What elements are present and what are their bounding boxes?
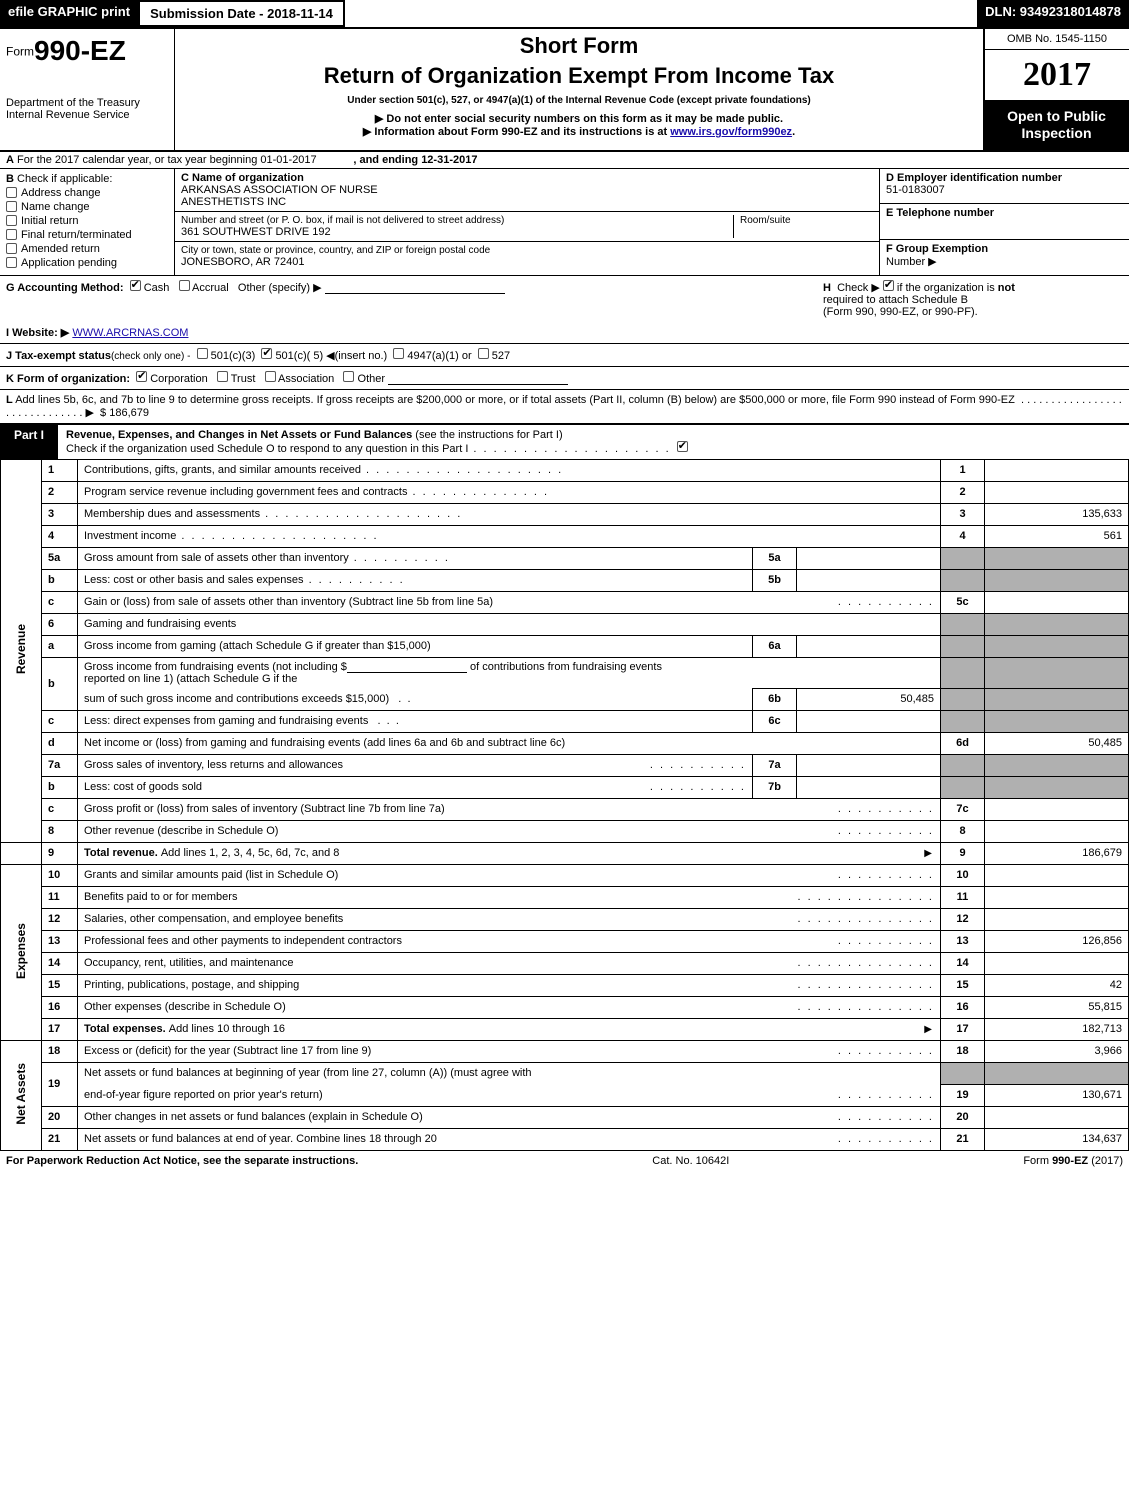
chk-4947[interactable] [393,348,404,359]
section-f-group: F Group Exemption Number ▶ [880,240,1129,275]
form-id-block: Form990-EZ Department of the Treasury In… [0,29,175,150]
chk-name-change[interactable] [6,201,17,212]
section-j: J Tax-exempt status(check only one) - 50… [6,348,1123,362]
form-ref: Form 990-EZ (2017) [1023,1155,1123,1167]
part-i-table: Revenue 1 Contributions, gifts, grants, … [0,459,1129,1151]
chk-accrual[interactable] [179,280,190,291]
chk-trust[interactable] [217,371,228,382]
section-c-room: Room/suite [733,215,873,238]
section-c-city: City or town, state or province, country… [181,245,873,268]
page-footer: For Paperwork Reduction Act Notice, see … [0,1151,1129,1171]
return-title: Return of Organization Exempt From Incom… [185,63,973,89]
section-h: H Check ▶ if the organization is not req… [823,280,1123,318]
short-form: Short Form [185,33,973,59]
paperwork-notice: For Paperwork Reduction Act Notice, see … [6,1155,358,1167]
chk-initial-return[interactable] [6,215,17,226]
part-i-label: Part I [0,424,58,459]
chk-501c3[interactable] [197,348,208,359]
no-ssn: ▶ Do not enter social security numbers o… [185,112,973,125]
section-b: B Check if applicable: Address change Na… [0,169,175,275]
chk-schedule-o[interactable] [677,441,688,452]
chk-h[interactable] [883,280,894,291]
form-number: 990-EZ [34,35,126,66]
dln: DLN: 93492318014878 [977,0,1129,27]
website-link[interactable]: WWW.ARCRNAS.COM [72,327,188,339]
submission-date: Submission Date - 2018-11-14 [138,0,345,27]
cat-no: Cat. No. 10642I [652,1155,729,1167]
section-c-name: C Name of organization ARKANSAS ASSOCIAT… [181,172,873,208]
chk-application-pending[interactable] [6,257,17,268]
section-e-phone: E Telephone number [880,204,1129,240]
open-to-public: Open to Public Inspection [984,100,1129,150]
revenue-side-label: Revenue [1,459,42,842]
topbar: efile GRAPHIC print Submission Date - 20… [0,0,1129,29]
net-assets-side-label: Net Assets [1,1040,42,1150]
form-prefix: Form [6,44,34,58]
section-c-street: Number and street (or P. O. box, if mail… [181,215,727,238]
section-l: L Add lines 5b, 6c, and 7b to line 9 to … [6,394,1123,419]
tax-year: 2017 [984,50,1129,100]
chk-corporation[interactable] [136,371,147,382]
section-k: K Form of organization: Corporation Trus… [6,371,1123,385]
expenses-side-label: Expenses [1,864,42,1040]
chk-cash[interactable] [130,280,141,291]
omb-number: OMB No. 1545-1150 [984,29,1129,50]
chk-association[interactable] [265,371,276,382]
part-i-desc: Revenue, Expenses, and Changes in Net As… [58,424,1129,459]
irs: Internal Revenue Service [6,109,168,121]
info-line: ▶ Information about Form 990-EZ and its … [185,125,973,138]
section-g: G Accounting Method: Cash Accrual Other … [6,280,823,294]
section-a: A For the 2017 calendar year, or tax yea… [0,152,1129,169]
dept-treasury: Department of the Treasury [6,97,168,109]
header-title-block: Short Form Return of Organization Exempt… [175,29,984,150]
chk-amended-return[interactable] [6,243,17,254]
chk-527[interactable] [478,348,489,359]
efile-graphic-print: efile GRAPHIC print [0,0,138,27]
under-section: Under section 501(c), 527, or 4947(a)(1)… [185,95,973,106]
chk-final-return[interactable] [6,229,17,240]
section-d-ein: D Employer identification number 51-0183… [880,169,1129,205]
form990ez-link[interactable]: www.irs.gov/form990ez [670,126,792,138]
chk-501c[interactable] [261,348,272,359]
chk-address-change[interactable] [6,187,17,198]
chk-other[interactable] [343,371,354,382]
section-i-website: I Website: ▶ WWW.ARCRNAS.COM [6,326,1123,339]
